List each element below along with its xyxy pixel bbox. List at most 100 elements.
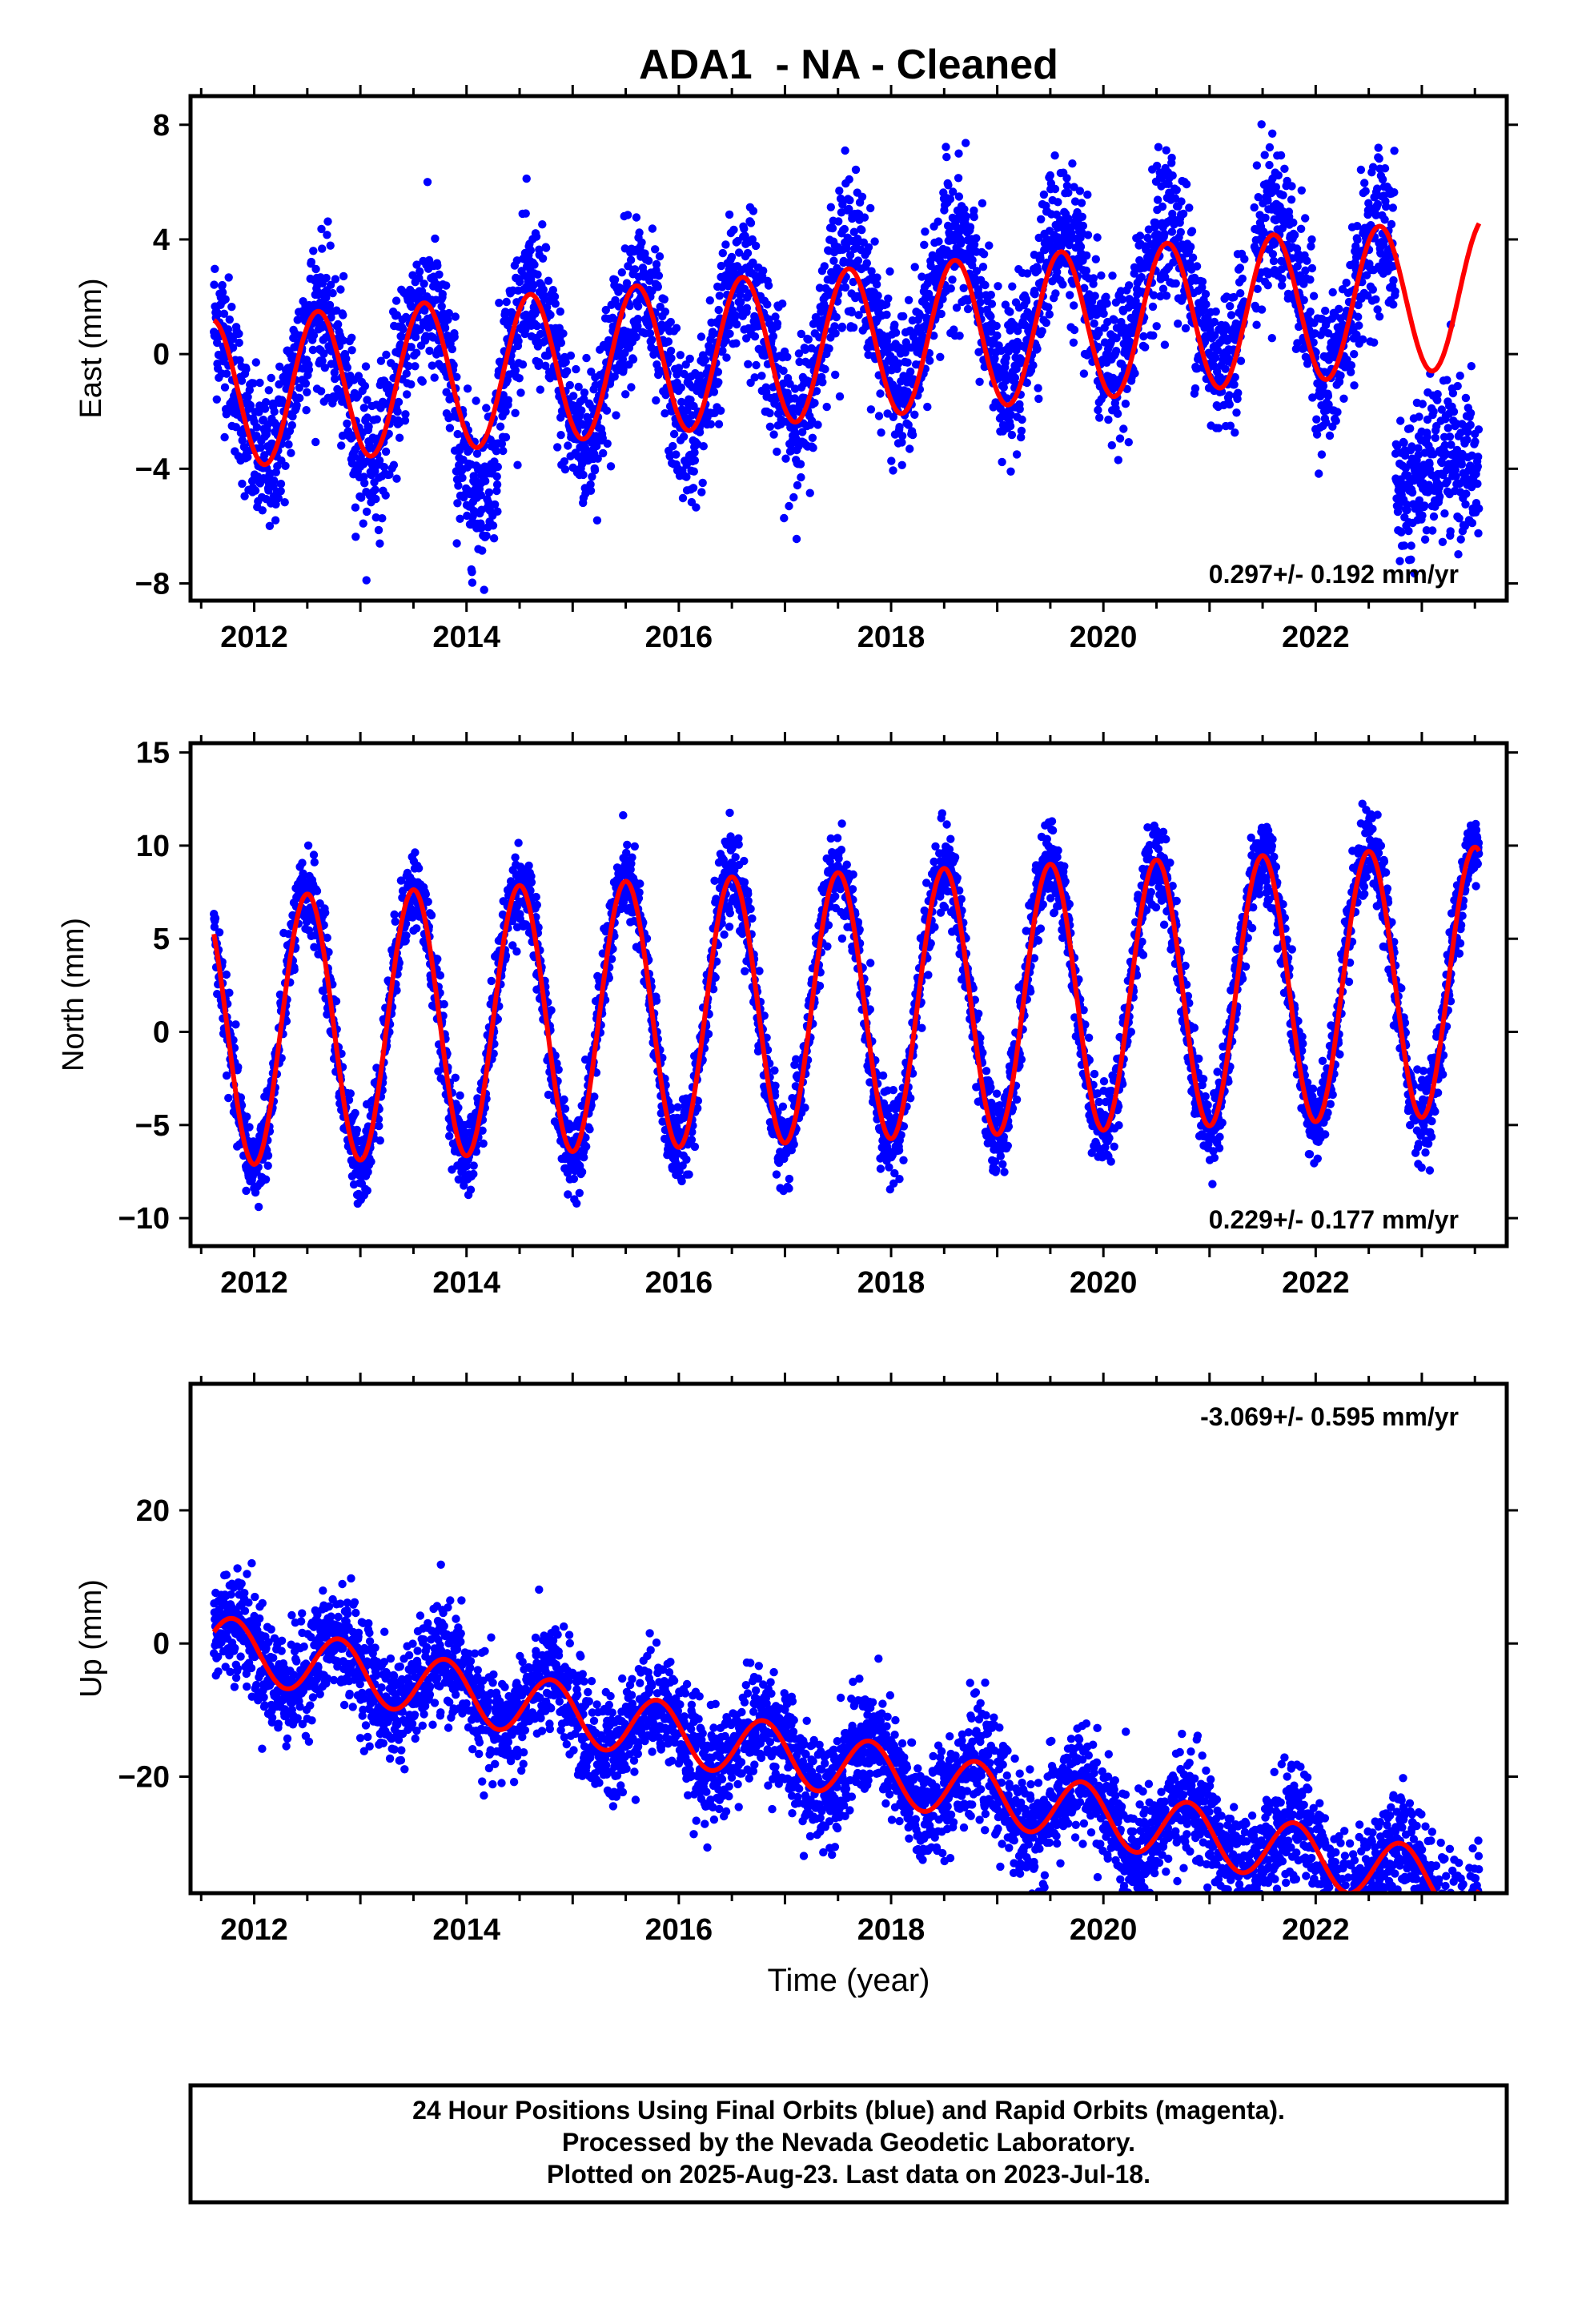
east-point: [301, 379, 311, 388]
east-point: [433, 261, 442, 270]
east-point: [622, 279, 632, 287]
east-point: [1277, 256, 1286, 266]
east-point: [681, 360, 690, 369]
east-point: [845, 204, 853, 214]
east-point: [293, 316, 302, 324]
north-point: [243, 1112, 251, 1121]
east-point: [648, 224, 657, 233]
east-point: [715, 292, 724, 300]
east-point: [709, 388, 719, 396]
east-point: [1185, 203, 1194, 212]
east-point: [809, 444, 817, 452]
east-point: [769, 430, 778, 439]
east-point: [317, 224, 326, 234]
east-point: [804, 335, 813, 344]
east-point: [1418, 511, 1427, 520]
east-point: [1335, 304, 1343, 313]
east-point: [364, 422, 373, 431]
east-point: [1094, 328, 1103, 338]
east-point: [1287, 195, 1296, 204]
east-point: [1191, 384, 1200, 393]
east-point: [1090, 292, 1099, 300]
east-point: [1420, 535, 1430, 544]
east-point: [765, 422, 775, 431]
east-point: [661, 308, 670, 316]
east-point: [1226, 421, 1235, 430]
east-point: [831, 370, 840, 380]
east-point: [264, 386, 273, 395]
east-point: [1045, 310, 1054, 319]
east-point: [1186, 243, 1195, 251]
east-point: [884, 294, 893, 303]
north-point: [215, 928, 224, 937]
east-point: [975, 291, 985, 300]
east-point: [692, 503, 701, 512]
east-point: [548, 286, 557, 295]
east-point: [362, 507, 371, 517]
north-point: [263, 1151, 273, 1160]
east-point: [1437, 405, 1447, 414]
east-point: [910, 410, 919, 419]
east-point: [590, 466, 600, 475]
east-point: [1287, 182, 1296, 191]
east-point: [1429, 407, 1438, 416]
east-point: [309, 247, 318, 255]
east-point: [218, 287, 227, 297]
east-point: [749, 207, 758, 215]
east-point: [1192, 262, 1202, 271]
east-point: [1066, 291, 1074, 300]
east-point: [873, 292, 882, 300]
east-point: [246, 401, 255, 410]
east-point: [1250, 203, 1259, 212]
east-point: [645, 329, 655, 338]
east-point: [998, 457, 1006, 467]
east-point: [805, 489, 814, 497]
east-point: [497, 440, 507, 448]
east-point: [701, 356, 710, 364]
east-point: [418, 377, 427, 386]
east-point: [908, 430, 917, 440]
east-point: [837, 322, 847, 332]
east-point: [582, 353, 591, 363]
east-point: [1078, 221, 1088, 231]
east-point: [672, 450, 681, 459]
east-point: [1375, 154, 1383, 163]
east-point: [990, 354, 999, 363]
east-point: [476, 491, 485, 500]
east-point: [831, 329, 840, 338]
east-point: [633, 315, 642, 324]
east-point: [472, 396, 480, 405]
east-point: [1257, 120, 1266, 129]
east-point: [1353, 235, 1362, 244]
east-point: [835, 392, 845, 401]
east-point: [904, 420, 913, 429]
east-point: [501, 432, 511, 442]
east-point: [492, 447, 501, 456]
east-point: [1178, 293, 1187, 302]
east-point: [371, 513, 380, 522]
east-point: [1437, 458, 1447, 468]
east-point: [260, 404, 270, 413]
east-point: [271, 500, 280, 509]
east-point: [491, 500, 500, 509]
east-point: [792, 534, 801, 544]
east-point: [621, 390, 630, 399]
east-point: [468, 578, 477, 587]
east-point: [714, 378, 723, 387]
east-point: [1429, 450, 1438, 459]
east-point: [706, 420, 716, 428]
east-point: [1070, 197, 1080, 206]
east-point: [423, 178, 432, 187]
east-point: [729, 225, 738, 235]
east-point: [1012, 450, 1022, 459]
east-point: [1299, 296, 1308, 304]
east-point: [472, 449, 482, 458]
east-point: [541, 361, 550, 370]
east-point: [360, 479, 369, 488]
east-point: [1474, 452, 1483, 461]
east-point: [1466, 408, 1476, 418]
east-point: [379, 463, 389, 472]
east-point: [275, 362, 284, 371]
east-point: [854, 311, 863, 320]
east-point: [1263, 196, 1272, 205]
